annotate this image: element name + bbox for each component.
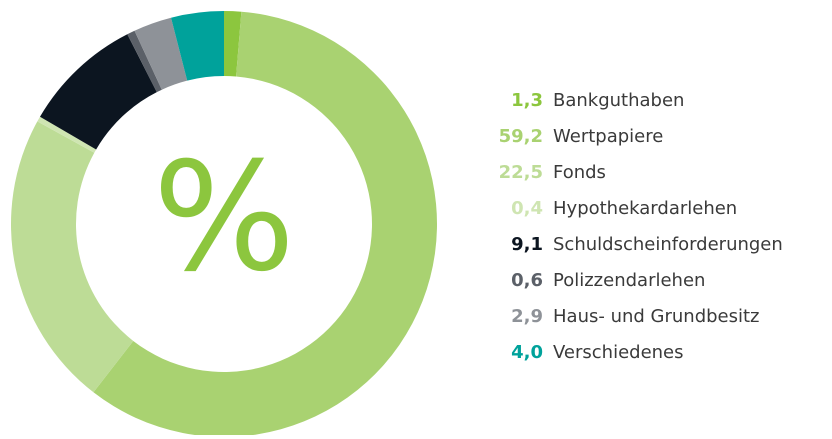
donut-segment	[134, 17, 188, 90]
donut-segment	[93, 11, 438, 438]
legend-value: 2,9	[511, 306, 543, 327]
legend-label: Schuldscheinforderungen	[553, 234, 783, 255]
legend-label: Verschiedenes	[553, 342, 684, 363]
legend-value: 0,4	[511, 198, 543, 219]
legend-value: 59,2	[499, 126, 543, 147]
legend-label: Fonds	[553, 162, 606, 183]
donut-segment	[37, 116, 97, 153]
legend-value: 4,0	[511, 342, 543, 363]
legend-label: Hypothekardarlehen	[553, 198, 737, 219]
legend-label: Haus- und Grundbesitz	[553, 306, 760, 327]
legend-value: 0,6	[511, 270, 543, 291]
donut-segment	[39, 34, 157, 150]
donut-segment	[171, 11, 224, 81]
center-label: %	[153, 131, 296, 305]
legend-value: 1,3	[511, 90, 543, 111]
donut-segment	[127, 30, 162, 93]
legend-label: Polizzendarlehen	[553, 270, 705, 291]
legend-value: 9,1	[511, 234, 543, 255]
legend-value: 22,5	[499, 162, 543, 183]
legend-label: Wertpapiere	[553, 126, 663, 147]
donut-segment	[224, 11, 242, 77]
legend-label: Bankguthaben	[553, 90, 684, 111]
donut-segment	[10, 121, 134, 393]
